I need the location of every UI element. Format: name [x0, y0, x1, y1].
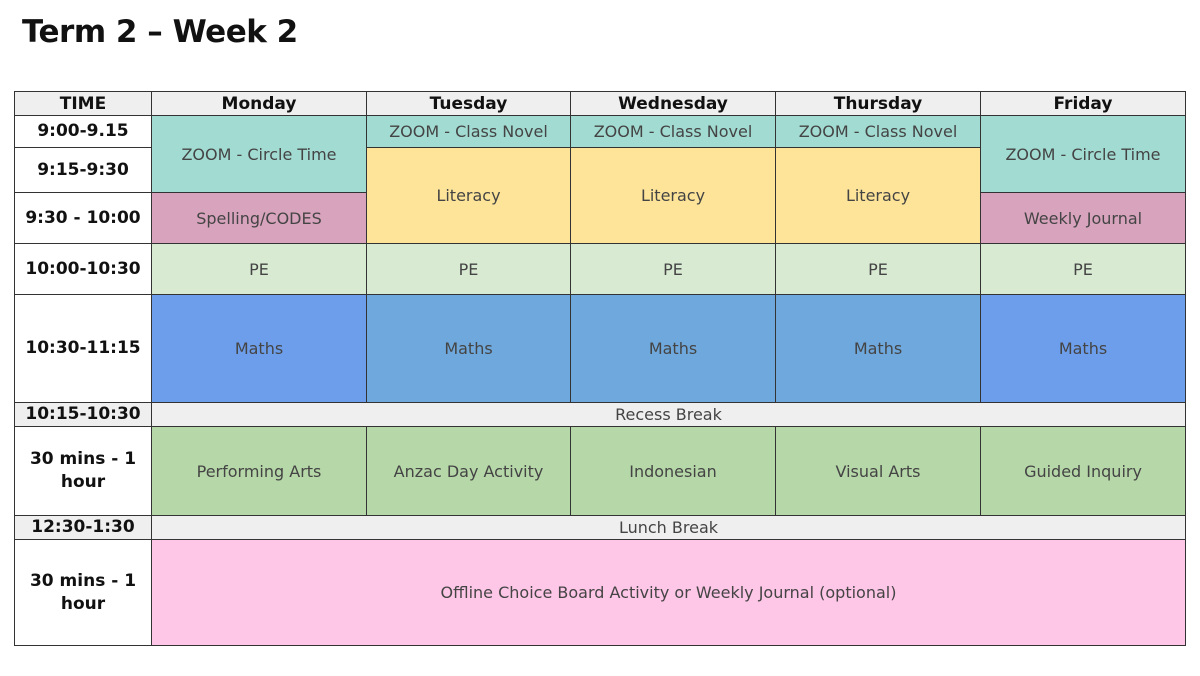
- tuesday-literacy: Literacy: [366, 147, 571, 244]
- monday-pe: PE: [151, 243, 367, 295]
- monday-circle-time: ZOOM - Circle Time: [151, 115, 367, 193]
- time-cell: 9:00-9.15: [14, 115, 152, 148]
- tuesday-pe: PE: [366, 243, 571, 295]
- time-cell: 10:30-11:15: [14, 294, 152, 403]
- wednesday-pe: PE: [570, 243, 776, 295]
- tuesday-maths: Maths: [366, 294, 571, 403]
- header-wednesday: Wednesday: [570, 91, 776, 116]
- table-row: 30 mins - 1 hour Offline Choice Board Ac…: [14, 539, 1186, 646]
- wednesday-literacy: Literacy: [570, 147, 776, 244]
- tuesday-class-novel: ZOOM - Class Novel: [366, 115, 571, 148]
- table-row: 30 mins - 1 hour Performing Arts Anzac D…: [14, 426, 1186, 516]
- wednesday-class-novel: ZOOM - Class Novel: [570, 115, 776, 148]
- friday-circle-time: ZOOM - Circle Time: [980, 115, 1186, 193]
- thursday-literacy: Literacy: [775, 147, 981, 244]
- timetable: TIME Monday Tuesday Wednesday Thursday F…: [14, 91, 1186, 646]
- friday-guided-inquiry: Guided Inquiry: [980, 426, 1186, 516]
- table-row: 12:30-1:30 Lunch Break: [14, 515, 1186, 540]
- friday-maths: Maths: [980, 294, 1186, 403]
- page-title: Term 2 – Week 2: [22, 14, 298, 50]
- thursday-maths: Maths: [775, 294, 981, 403]
- monday-maths: Maths: [151, 294, 367, 403]
- wednesday-maths: Maths: [570, 294, 776, 403]
- recess-break: Recess Break: [151, 402, 1186, 427]
- monday-spelling-codes: Spelling/CODES: [151, 192, 367, 244]
- time-cell: 10:15-10:30: [14, 402, 152, 427]
- wednesday-indonesian: Indonesian: [570, 426, 776, 516]
- header-tuesday: Tuesday: [366, 91, 571, 116]
- friday-weekly-journal: Weekly Journal: [980, 192, 1186, 244]
- tuesday-anzac-day-activity: Anzac Day Activity: [366, 426, 571, 516]
- time-cell: 10:00-10:30: [14, 243, 152, 295]
- thursday-class-novel: ZOOM - Class Novel: [775, 115, 981, 148]
- table-row: 9:00-9.15 ZOOM - Circle Time ZOOM - Clas…: [14, 115, 1186, 193]
- monday-performing-arts: Performing Arts: [151, 426, 367, 516]
- time-cell: 30 mins - 1 hour: [14, 539, 152, 646]
- thursday-pe: PE: [775, 243, 981, 295]
- time-cell: 12:30-1:30: [14, 515, 152, 540]
- table-row: 9:15-9:30 Literacy Literacy Literacy: [14, 147, 1186, 244]
- header-row: TIME Monday Tuesday Wednesday Thursday F…: [14, 91, 1186, 116]
- header-time: TIME: [14, 91, 152, 116]
- table-row: 10:30-11:15 Maths Maths Maths Maths Math…: [14, 294, 1186, 403]
- lunch-break: Lunch Break: [151, 515, 1186, 540]
- table-row: 10:00-10:30 PE PE PE PE PE: [14, 243, 1186, 295]
- table-row: 10:15-10:30 Recess Break: [14, 402, 1186, 427]
- header-friday: Friday: [980, 91, 1186, 116]
- time-cell: 9:15-9:30: [14, 147, 152, 193]
- time-cell: 9:30 - 10:00: [14, 192, 152, 244]
- thursday-visual-arts: Visual Arts: [775, 426, 981, 516]
- offline-choice-board: Offline Choice Board Activity or Weekly …: [151, 539, 1186, 646]
- table-row: 9:30 - 10:00 Spelling/CODES Weekly Journ…: [14, 192, 1186, 244]
- friday-pe: PE: [980, 243, 1186, 295]
- time-cell: 30 mins - 1 hour: [14, 426, 152, 516]
- header-thursday: Thursday: [775, 91, 981, 116]
- header-monday: Monday: [151, 91, 367, 116]
